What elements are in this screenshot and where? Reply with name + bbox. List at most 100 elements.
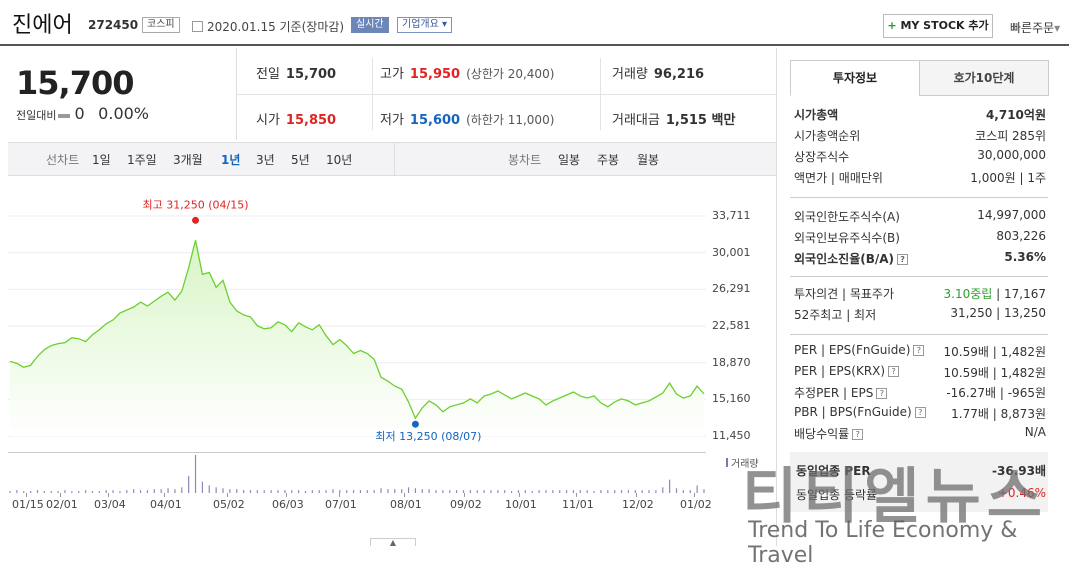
current-price: 15,700 — [16, 64, 134, 102]
volume-bar — [407, 487, 410, 493]
info-label-text: 시가총액 — [794, 108, 839, 122]
volume-bar — [57, 491, 59, 493]
info-label: 추정PER | EPS? — [794, 384, 888, 401]
volume: 거래량 96,216 — [612, 63, 704, 82]
volume-bar — [284, 490, 286, 493]
divider — [790, 276, 1048, 277]
info-value: 31,250 | 13,250 — [950, 306, 1046, 320]
x-tick-label: 11/01 — [562, 498, 594, 511]
info-label-text: 상장주식수 — [794, 150, 850, 164]
period-option[interactable]: 5년 — [291, 153, 310, 167]
volume-bar — [64, 490, 66, 493]
volume-bar — [442, 490, 444, 493]
volume-bar — [401, 489, 403, 493]
period-option[interactable]: 1주일 — [127, 153, 157, 167]
chevron-down-icon: ▾ — [1054, 21, 1061, 35]
tab-order-book[interactable]: 호가10단계 — [919, 60, 1049, 96]
company-overview-dropdown[interactable]: 기업개요 ▾ — [397, 17, 453, 33]
industry-rate-value: +0.46% — [997, 486, 1046, 500]
base-date: 2020.01.15 기준(장마감) — [192, 18, 344, 35]
period-option[interactable]: 3개월 — [173, 153, 203, 167]
base-date-text: 2020.01.15 기준(장마감) — [207, 20, 345, 34]
high-annotation: 최고 31,250 (04/15) — [143, 198, 249, 211]
volume-bar — [243, 490, 245, 493]
candle-chart-label: 봉차트 — [508, 153, 542, 167]
volume-bar — [462, 490, 465, 493]
volume-bar — [565, 490, 568, 493]
tab-invest-info[interactable]: 투자정보 — [790, 60, 920, 96]
volume-bar — [504, 490, 506, 493]
price-change-row: 전일대비 0 0.00% — [16, 104, 149, 123]
candle-option[interactable]: 주봉 — [597, 153, 620, 167]
info-label-text: PER | EPS(KRX) — [794, 363, 886, 378]
volume-bar — [119, 491, 121, 493]
volume-bar — [332, 489, 334, 493]
volume-bar — [167, 488, 169, 493]
volume-bar — [579, 490, 581, 493]
volume-bar — [538, 490, 540, 493]
help-icon[interactable]: ? — [914, 406, 926, 418]
plus-icon: + — [887, 19, 897, 32]
help-icon[interactable]: ? — [913, 345, 925, 356]
volume-bar — [71, 491, 73, 493]
period-option[interactable]: 1일 — [92, 153, 111, 167]
volume-bar — [43, 491, 45, 493]
candle-option[interactable]: 월봉 — [637, 153, 660, 167]
help-icon[interactable]: ? — [897, 254, 909, 265]
high-price: 고가 15,950 (상한가 20,400) — [380, 63, 554, 82]
price-area — [10, 240, 704, 436]
volume-bar — [476, 490, 478, 493]
volume-bar — [23, 491, 25, 493]
volume-legend-icon — [726, 458, 728, 467]
info-value: -16.27배 | -965원 — [946, 386, 1046, 400]
info-value: 30,000,000 — [977, 148, 1046, 162]
prev-label: 전일 — [256, 67, 280, 82]
volume-bar — [586, 490, 588, 493]
volume-bar — [600, 490, 602, 493]
chart-period-bar — [8, 142, 776, 176]
industry-rate-label: 동일업종 등락률 — [796, 488, 878, 502]
candle-option[interactable]: 일봉 — [558, 153, 581, 167]
volume-bar — [9, 491, 11, 493]
period-option[interactable]: 1년 — [221, 153, 241, 167]
help-icon[interactable]: ? — [852, 429, 864, 440]
quick-order-dropdown[interactable]: 빠른주문▾ — [1010, 19, 1060, 36]
volume-bar — [696, 485, 698, 493]
divider — [790, 197, 1048, 198]
x-tick-label: 01/02 — [680, 498, 712, 511]
info-label-text: PBR | BPS(FnGuide) — [794, 404, 912, 419]
volume-bar — [112, 490, 114, 493]
divider — [600, 58, 601, 130]
volume-bar — [50, 491, 52, 493]
x-tick-mark — [26, 493, 27, 497]
help-icon[interactable]: ? — [876, 388, 888, 399]
stock-header — [0, 0, 1069, 46]
info-label-text: 투자의견 | 목표주가 — [794, 287, 894, 301]
info-label: 시가총액 — [794, 106, 838, 123]
x-tick-label: 09/02 — [450, 498, 482, 511]
volume-bar — [620, 490, 623, 493]
volume-value: 96,216 — [653, 67, 705, 82]
volume-bar — [675, 488, 678, 493]
realtime-button[interactable]: 실시간 — [351, 17, 389, 33]
x-tick-mark — [108, 493, 109, 497]
volume-bar — [593, 491, 595, 493]
x-tick-mark — [636, 493, 637, 497]
volume-bar — [634, 490, 636, 493]
industry-box — [790, 452, 1048, 512]
volume-legend: 거래량 — [726, 455, 759, 470]
period-option[interactable]: 3년 — [256, 153, 275, 167]
help-icon[interactable]: ? — [888, 365, 900, 377]
chart-scroll-handle[interactable]: ▲ — [370, 538, 416, 547]
add-mystock-button[interactable]: + MY STOCK 추가 — [883, 14, 993, 38]
x-tick-label: 05/02 — [213, 498, 245, 511]
x-tick-label: 06/03 — [272, 498, 304, 511]
stock-code: 272450 — [88, 18, 139, 32]
volume-bar — [222, 488, 224, 493]
period-option[interactable]: 10년 — [326, 153, 353, 167]
volume-bar — [559, 490, 561, 493]
amount-value: 1,515 백만 — [665, 113, 736, 128]
high-label: 고가 — [380, 67, 404, 82]
divider — [372, 58, 373, 130]
info-label-text: 외국인소진율(B/A) — [794, 252, 895, 266]
